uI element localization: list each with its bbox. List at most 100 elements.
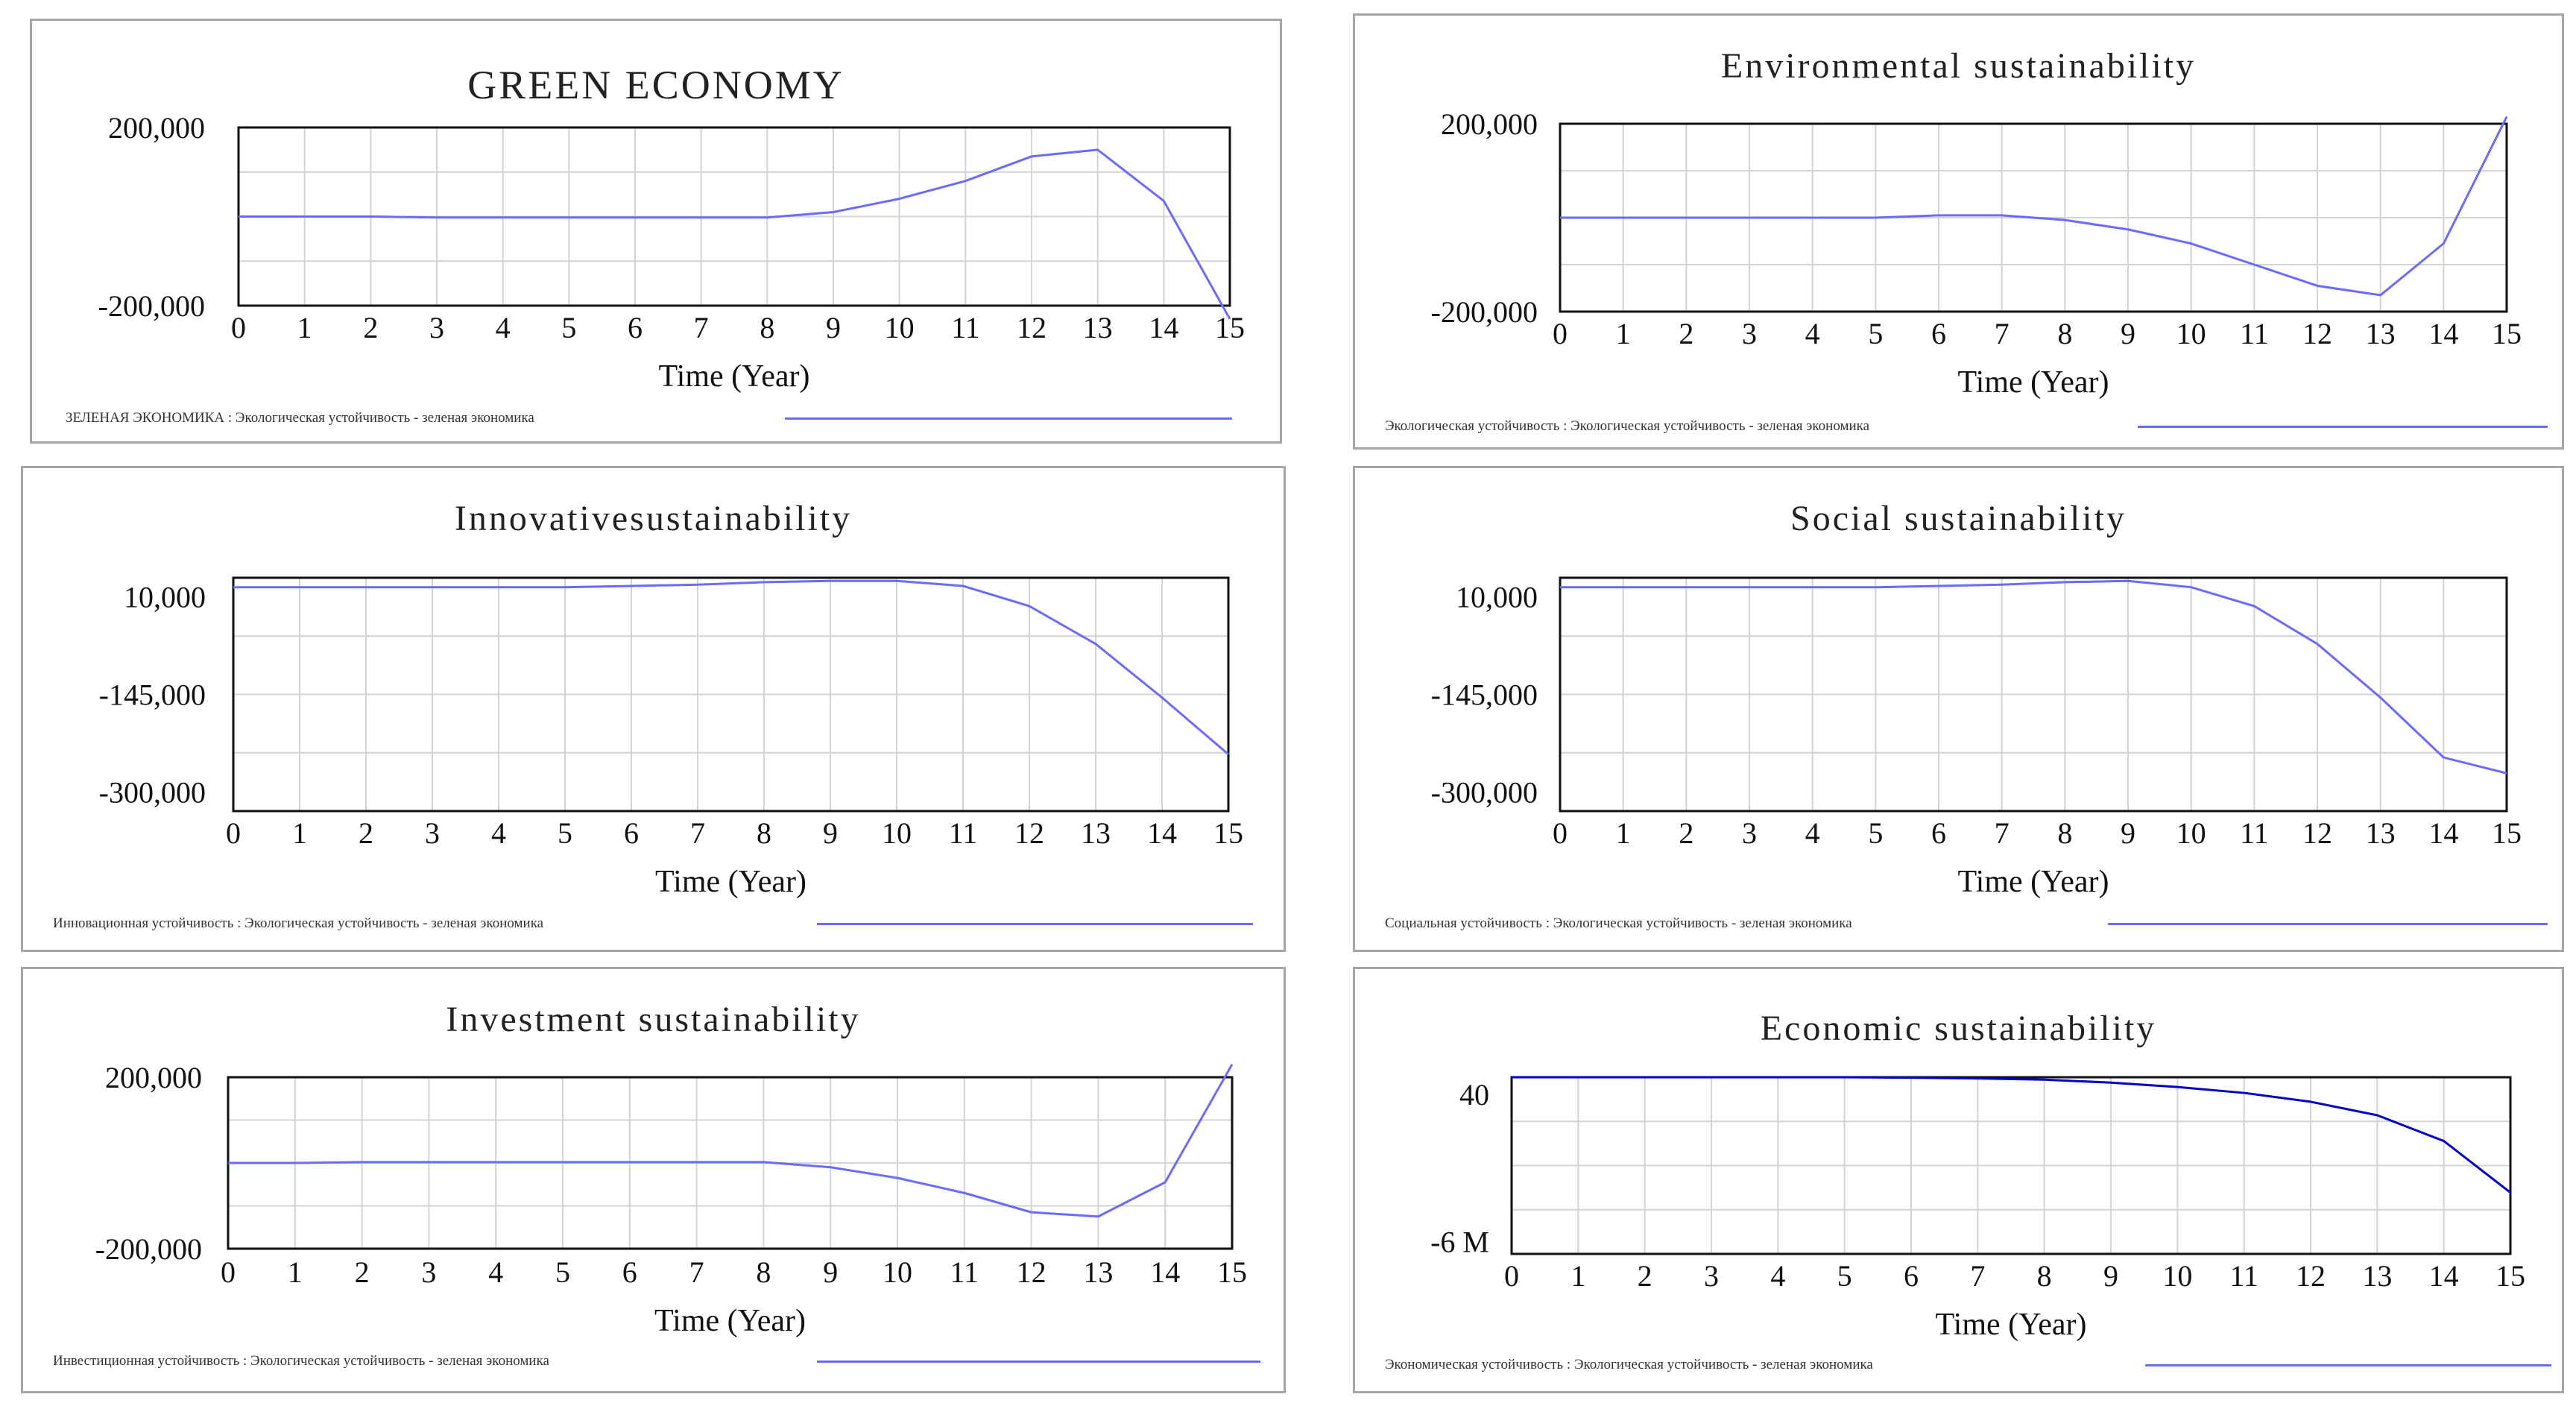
x-tick-label: 8	[760, 311, 774, 344]
x-tick-label: 10	[883, 1255, 912, 1289]
x-tick-label: 8	[757, 816, 771, 850]
chart-svg: 0 1 2 3 4 5 6 7 8 9 10 11 12 13 14 15200,000-200,000Tim…	[1431, 107, 2522, 400]
x-tick-label: 3	[421, 1255, 436, 1289]
x-tick-label: 8	[2057, 317, 2072, 350]
chart-legend-text: ЗЕЛЕНАЯ ЭКОНОМИКА : Экологическая устойч…	[66, 410, 534, 426]
x-tick-label: 10	[2162, 1259, 2192, 1293]
chart-title: Investment sustainability	[446, 1000, 861, 1039]
chart-panel-investment: Investment sustainability 0 1 2 3 4 5 6 7 8 9 10 11…	[21, 967, 1286, 1393]
x-tick-label: 12	[1017, 311, 1046, 344]
chart-title: Innovativesustainability	[454, 499, 853, 538]
plot-frame	[1510, 1076, 2512, 1255]
y-tick-label: 10,000	[1456, 580, 1538, 614]
x-tick-label: 3	[1742, 816, 1757, 850]
x-tick-label: 14	[2428, 816, 2458, 850]
x-tick-label: 11	[951, 311, 980, 344]
x-axis-label: Time (Year)	[1957, 365, 2109, 400]
x-tick-label: 5	[558, 816, 572, 850]
y-tick-label: -200,000	[1431, 295, 1538, 329]
chart-panel-economic: Economic sustainability 0 1 2 3 4 5 6 7 8 9 10 11 12…	[1353, 967, 2564, 1393]
x-tick-label: 0	[1504, 1259, 1519, 1293]
series-line	[233, 579, 1229, 756]
chart-legend-line	[2108, 923, 2548, 925]
x-tick-label: 15	[1213, 816, 1243, 850]
x-tick-label: 12	[2302, 317, 2332, 350]
x-tick-label: 7	[690, 816, 705, 850]
x-tick-label: 0	[1553, 317, 1568, 350]
x-tick-label: 5	[1837, 1259, 1852, 1293]
chart-title: Economic sustainability	[1760, 1009, 2157, 1048]
x-tick-label: 11	[949, 816, 978, 850]
x-tick-label: 1	[288, 1255, 303, 1289]
x-axis-label: Time (Year)	[655, 865, 806, 899]
x-axis-label: Time (Year)	[1957, 865, 2109, 899]
x-tick-label: 9	[2121, 317, 2135, 350]
series-line	[239, 148, 1231, 320]
chart-panel-green-economy: GREEN ECONOMY 0 1 2 3 4 5 6 7 8 9 10 11 12 13 14 15 200,…	[30, 19, 1282, 444]
x-tick-label: 3	[1742, 317, 1757, 350]
x-axis-label: Time (Year)	[1935, 1308, 2086, 1342]
y-tick-label: 200,000	[108, 111, 205, 145]
chart-legend-line	[817, 923, 1253, 925]
x-tick-label: 5	[561, 311, 576, 344]
x-tick-label: 0	[226, 816, 241, 850]
x-tick-label: 13	[1083, 311, 1113, 344]
y-tick-label: -145,000	[1431, 678, 1538, 712]
x-tick-label: 5	[1868, 816, 1883, 850]
y-tick-label: -145,000	[99, 678, 206, 712]
x-tick-label: 14	[2429, 1259, 2459, 1293]
x-tick-label: 1	[1570, 1259, 1585, 1293]
x-tick-label: 8	[2057, 816, 2072, 850]
y-tick-label: 10,000	[124, 580, 206, 614]
chart-panel-social: Social sustainability 0 1 2 3 4 5 6 7 8 9 10 11 12 13…	[1353, 466, 2564, 952]
series-line	[228, 1064, 1234, 1218]
x-tick-label: 2	[359, 816, 373, 850]
x-tick-label: 10	[2176, 317, 2206, 350]
chart-legend-text: Социальная устойчивость : Экологическая …	[1385, 915, 1852, 931]
x-tick-label: 11	[2240, 816, 2269, 850]
x-tick-label: 0	[221, 1255, 236, 1289]
chart-title: Social sustainability	[1790, 499, 2127, 538]
plot-frame	[232, 576, 1230, 813]
x-tick-label: 4	[491, 816, 506, 850]
chart-legend-line	[2138, 426, 2548, 428]
x-tick-label: 9	[2103, 1259, 2118, 1293]
x-tick-label: 12	[2296, 1259, 2326, 1293]
x-tick-label: 1	[292, 816, 307, 850]
x-tick-label: 4	[496, 311, 511, 344]
x-tick-label: 9	[823, 816, 838, 850]
x-tick-label: 7	[1995, 317, 2010, 350]
plot-frame	[1559, 576, 2508, 813]
x-tick-label: 5	[555, 1255, 570, 1289]
series-line	[1560, 116, 2508, 297]
chart-legend-text: Инвестиционная устойчивость : Экологичес…	[53, 1353, 549, 1369]
x-tick-label: 9	[2121, 816, 2135, 850]
x-tick-label: 10	[2176, 816, 2206, 850]
x-tick-label: 14	[1150, 1255, 1180, 1289]
x-tick-label: 13	[2366, 816, 2396, 850]
y-tick-label: 200,000	[1441, 107, 1538, 141]
x-tick-label: 2	[1638, 1259, 1652, 1293]
x-tick-label: 3	[429, 311, 444, 344]
y-tick-label: -300,000	[99, 776, 206, 810]
x-tick-label: 15	[2492, 816, 2522, 850]
x-tick-label: 2	[1679, 317, 1693, 350]
x-tick-label: 7	[689, 1255, 704, 1289]
x-tick-label: 15	[2492, 317, 2522, 350]
x-tick-label: 4	[488, 1255, 503, 1289]
y-tick-label: 200,000	[105, 1061, 202, 1094]
chart-legend-text: Инновационная устойчивость : Экологическ…	[53, 915, 544, 931]
x-tick-label: 15	[1215, 311, 1245, 344]
chart-svg: 0 1 2 3 4 5 6 7 8 9 10 11 12 13 14 15200,000-200,000Tim…	[98, 111, 1245, 394]
x-tick-label: 9	[823, 1255, 838, 1289]
chart-legend-text: Экономическая устойчивость : Экологическ…	[1385, 1357, 1873, 1372]
x-tick-label: 7	[694, 311, 709, 344]
chart-svg: 0 1 2 3 4 5 6 7 8 9 10 11 12 13 14 15200,000-200,000Tim…	[95, 1061, 1247, 1338]
x-tick-label: 15	[1217, 1255, 1247, 1289]
x-tick-label: 6	[622, 1255, 637, 1289]
x-tick-label: 10	[885, 311, 915, 344]
x-tick-label: 14	[1149, 311, 1178, 344]
x-tick-label: 11	[2229, 1259, 2258, 1293]
x-tick-label: 7	[1995, 816, 2010, 850]
